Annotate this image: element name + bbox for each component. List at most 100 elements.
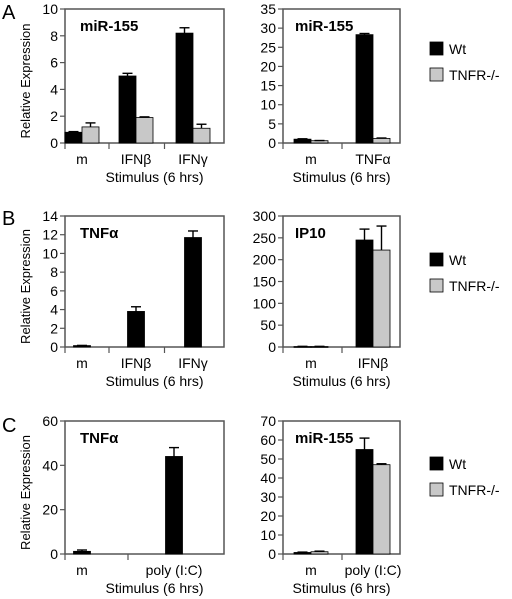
- y-tick-label: 2: [50, 320, 58, 336]
- legend-swatch: [429, 252, 444, 267]
- bar-tnfr--0: [310, 551, 329, 555]
- legend-label: TNFR-/-: [449, 482, 500, 498]
- y-tick-label: 8: [50, 264, 58, 280]
- legend-label: Wt: [449, 41, 466, 57]
- bar-wt-2: [184, 237, 202, 348]
- y-tick-label: 8: [50, 28, 58, 44]
- x-axis-label: Stimulus (6 hrs): [292, 169, 390, 185]
- chart-panel-5: 0 10 20 30 40 50 60 70 m poly (I:C) Stimulus (6 hr…: [260, 413, 499, 596]
- y-tick-label: 10: [42, 245, 58, 261]
- chart-panel-4: 0 20 40 60 m poly (I:C) Stimulus (6 hrs) Relati…: [18, 413, 225, 596]
- x-axis-label: Stimulus (6 hrs): [105, 580, 203, 596]
- x-category-label: IFNβ: [121, 151, 152, 167]
- legend-swatch: [429, 456, 444, 471]
- x-axis-label: Stimulus (6 hrs): [292, 373, 390, 389]
- x-category-label: m: [305, 562, 317, 578]
- y-tick-label: 25: [260, 39, 276, 55]
- y-tick-label: 10: [260, 527, 276, 543]
- y-tick-label: 10: [260, 97, 276, 113]
- x-axis-label: Stimulus (6 hrs): [105, 169, 203, 185]
- bar-wt-1: [355, 34, 374, 144]
- y-tick-label: 300: [253, 208, 277, 224]
- y-tick-label: 0: [50, 135, 58, 151]
- bar-wt-0: [293, 138, 312, 144]
- chart-title: IP10: [295, 225, 326, 242]
- y-tick-label: 2: [50, 108, 58, 124]
- y-tick-label: 250: [253, 230, 277, 246]
- y-tick-label: 20: [260, 58, 276, 74]
- y-tick-label: 0: [268, 135, 276, 151]
- y-tick-label: 14: [42, 208, 58, 224]
- x-category-label: m: [305, 355, 317, 371]
- x-category-label: m: [305, 151, 317, 167]
- y-tick-label: 60: [260, 432, 276, 448]
- y-tick-label: 0: [268, 546, 276, 562]
- chart-title: miR-155: [295, 18, 353, 35]
- panel-label-b: B: [2, 208, 15, 230]
- chart-title: TNFα: [80, 225, 119, 242]
- y-tick-label: 0: [50, 339, 58, 355]
- y-tick-label: 30: [260, 489, 276, 505]
- bar-tnfr--1: [372, 249, 391, 348]
- y-tick-label: 6: [50, 283, 58, 299]
- chart-title: miR-155: [80, 18, 138, 35]
- legend-label: Wt: [449, 252, 466, 268]
- y-tick-label: 12: [42, 227, 58, 243]
- y-tick-label: 150: [253, 274, 277, 290]
- x-category-label: m: [76, 355, 88, 371]
- bar-tnfr--1: [372, 464, 391, 555]
- bar-tnfr--2: [192, 127, 211, 144]
- y-axis-label: Relative Expression: [18, 435, 33, 550]
- legend-swatch: [429, 482, 444, 497]
- x-category-label: IFNγ: [178, 151, 208, 167]
- bar-wt-1: [127, 311, 145, 348]
- bar-wt-1: [355, 449, 374, 555]
- y-tick-label: 50: [260, 451, 276, 467]
- panel-label-c: C: [2, 415, 16, 437]
- legend-swatch: [429, 41, 444, 56]
- x-category-label: poly (I:C): [345, 562, 402, 578]
- y-tick-label: 6: [50, 55, 58, 71]
- y-tick-label: 200: [253, 252, 277, 268]
- bar-tnfr--1: [135, 117, 154, 144]
- y-tick-label: 20: [260, 508, 276, 524]
- y-tick-label: 4: [50, 302, 58, 318]
- panel-label-a: A: [2, 2, 16, 24]
- chart-panel-0: 0 2 4 6 8 10 m IFNβ IFNγ Stimulus (6 hrs) Relative…: [18, 1, 225, 185]
- bar-tnfr--0: [81, 126, 100, 144]
- y-axis-label: Relative Expression: [18, 24, 33, 139]
- bar-wt-2: [175, 32, 194, 144]
- legend: Wt TNFR-/-: [429, 252, 500, 294]
- legend-label: TNFR-/-: [449, 278, 500, 294]
- y-tick-label: 50: [260, 317, 276, 333]
- y-tick-label: 15: [260, 78, 276, 94]
- bar-tnfr--1: [372, 138, 391, 144]
- x-category-label: IFNβ: [358, 355, 389, 371]
- bar-wt-0: [73, 550, 91, 555]
- bar-wt-1: [355, 239, 374, 348]
- y-tick-label: 10: [42, 1, 58, 17]
- y-tick-label: 4: [50, 81, 58, 97]
- y-tick-label: 5: [268, 116, 276, 132]
- x-category-label: IFNβ: [121, 355, 152, 371]
- y-tick-label: 30: [260, 20, 276, 36]
- y-tick-label: 60: [42, 413, 58, 429]
- bar-wt-1: [165, 456, 183, 555]
- y-tick-label: 70: [260, 413, 276, 429]
- y-tick-label: 100: [253, 295, 277, 311]
- chart-panel-2: 0 2 4 6 8 10 12 14 m IFNβ IFNγ Stimulus (6 hrs) Rela…: [18, 208, 225, 389]
- y-tick-label: 40: [42, 457, 58, 473]
- chart-title: TNFα: [80, 430, 119, 447]
- x-category-label: IFNγ: [178, 355, 208, 371]
- x-category-label: m: [76, 151, 88, 167]
- y-tick-label: 40: [260, 470, 276, 486]
- x-axis-label: Stimulus (6 hrs): [292, 580, 390, 596]
- legend: Wt TNFR-/-: [429, 41, 500, 83]
- legend: Wt TNFR-/-: [429, 456, 500, 498]
- y-tick-label: 0: [50, 546, 58, 562]
- chart-panel-3: 0 50 100 150 200 250 300 m IFNβ Stimulus (6 hrs) I…: [253, 208, 500, 389]
- bar-wt-1: [118, 75, 137, 144]
- legend-label: Wt: [449, 456, 466, 472]
- chart-panel-1: 0 5 10 15 20 25 30 35 m TNFα Stimulus (6 hrs) miR-1…: [260, 1, 499, 185]
